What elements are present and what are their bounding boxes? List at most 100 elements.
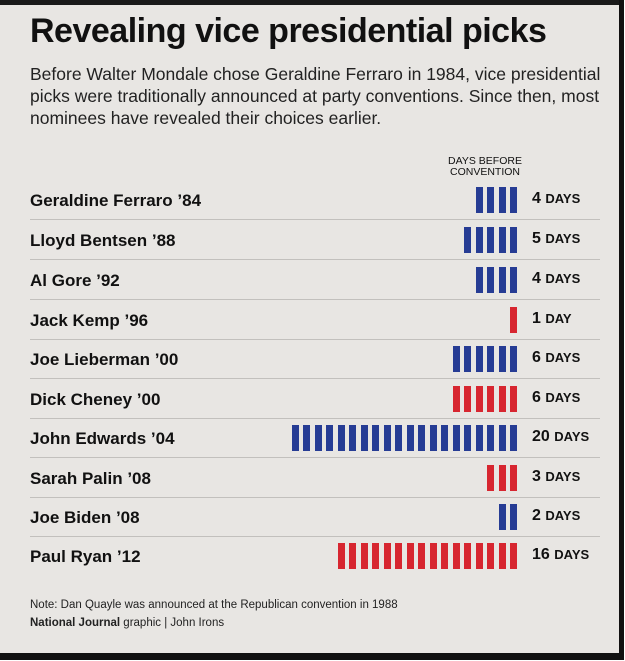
value-number: 6	[532, 389, 546, 406]
top-rule	[0, 0, 619, 5]
row-divider	[30, 457, 600, 458]
day-bar	[406, 543, 414, 569]
page-title: Revealing vice presidential picks	[30, 12, 547, 50]
day-bar	[498, 346, 506, 372]
day-bar	[475, 187, 483, 213]
day-bar	[337, 543, 345, 569]
credit: National Journal graphic | John Irons	[30, 617, 224, 629]
value-number: 6	[532, 349, 546, 366]
day-bar	[475, 386, 483, 412]
day-bar	[510, 543, 517, 569]
value-number: 4	[532, 270, 546, 287]
day-bar	[510, 187, 517, 213]
day-bar	[291, 425, 299, 451]
day-bar	[487, 543, 494, 569]
value-unit: DAYS	[545, 469, 581, 484]
footnote: Note: Dan Quayle was announced at the Re…	[30, 599, 398, 611]
day-bar	[464, 346, 471, 372]
column-header-line-2: CONVENTION	[449, 166, 520, 178]
row-label: Geraldine Ferraro ’84	[30, 191, 202, 210]
day-bar	[498, 504, 506, 530]
day-bar	[487, 227, 494, 253]
value-unit: DAYS	[545, 271, 581, 286]
row-divider	[30, 299, 600, 300]
day-bar	[314, 425, 322, 451]
day-bar	[487, 386, 494, 412]
value-unit: DAYS	[545, 508, 581, 523]
day-bar	[452, 386, 460, 412]
value-unit: DAY	[545, 311, 572, 326]
day-bar	[510, 386, 517, 412]
value-label: 6 DAYS	[532, 389, 580, 407]
row-divider	[30, 219, 600, 220]
day-bar	[475, 227, 483, 253]
day-bar	[418, 543, 425, 569]
value-unit: DAYS	[545, 350, 581, 365]
day-bar	[464, 543, 471, 569]
day-bar	[510, 346, 517, 372]
day-bar	[498, 187, 506, 213]
day-bar	[337, 425, 345, 451]
day-bar	[475, 425, 483, 451]
day-bar	[510, 504, 517, 530]
day-bar	[395, 543, 402, 569]
day-bar	[372, 543, 379, 569]
column-header: DAYS BEFORE CONVENTION	[437, 156, 533, 178]
row-divider	[30, 418, 600, 419]
day-bar	[498, 543, 506, 569]
row-label: Dick Cheney ’00	[30, 390, 161, 409]
value-unit: DAYS	[554, 547, 590, 562]
day-bar	[452, 425, 460, 451]
value-unit: DAYS	[545, 231, 581, 246]
day-bar	[418, 425, 425, 451]
value-label: 20 DAYS	[532, 428, 589, 446]
row-label: Al Gore ’92	[30, 271, 120, 290]
day-bar	[464, 425, 471, 451]
day-bar	[372, 425, 379, 451]
row-label: Joe Biden ’08	[30, 508, 140, 527]
day-bar	[498, 425, 506, 451]
day-bar	[510, 307, 517, 333]
value-unit: DAYS	[545, 191, 581, 206]
value-label: 16 DAYS	[532, 546, 589, 564]
credit-rest: graphic | John Irons	[120, 617, 225, 629]
day-bar	[498, 465, 506, 491]
value-number: 1	[532, 310, 546, 327]
row-label: Jack Kemp ’96	[30, 311, 149, 330]
value-unit: DAYS	[554, 429, 590, 444]
column-header-line-1: DAYS BEFORE	[448, 155, 522, 167]
value-number: 20	[532, 428, 555, 445]
row-divider	[30, 259, 600, 260]
day-bar	[487, 465, 494, 491]
row-label: Sarah Palin ’08	[30, 469, 151, 488]
day-bar	[326, 425, 333, 451]
row-divider	[30, 339, 600, 340]
row-label: Paul Ryan ’12	[30, 547, 141, 566]
row-divider	[30, 536, 600, 537]
value-label: 4 DAYS	[532, 270, 580, 288]
day-bar	[303, 425, 310, 451]
row-label: Lloyd Bentsen ’88	[30, 231, 176, 250]
value-label: 4 DAYS	[532, 190, 580, 208]
day-bar	[475, 543, 483, 569]
day-bar	[487, 346, 494, 372]
value-unit: DAYS	[545, 390, 581, 405]
day-bar	[487, 267, 494, 293]
value-label: 2 DAYS	[532, 507, 580, 525]
day-bar	[498, 386, 506, 412]
day-bar	[349, 425, 356, 451]
value-label: 5 DAYS	[532, 230, 580, 248]
day-bar	[406, 425, 414, 451]
value-label: 6 DAYS	[532, 349, 580, 367]
day-bar	[441, 425, 448, 451]
value-number: 16	[532, 546, 555, 563]
day-bar	[475, 267, 483, 293]
value-number: 5	[532, 230, 546, 247]
day-bar	[349, 543, 356, 569]
day-bar	[498, 267, 506, 293]
day-bar	[429, 543, 437, 569]
day-bar	[441, 543, 448, 569]
day-bar	[429, 425, 437, 451]
day-bar	[383, 543, 391, 569]
day-bar	[510, 267, 517, 293]
